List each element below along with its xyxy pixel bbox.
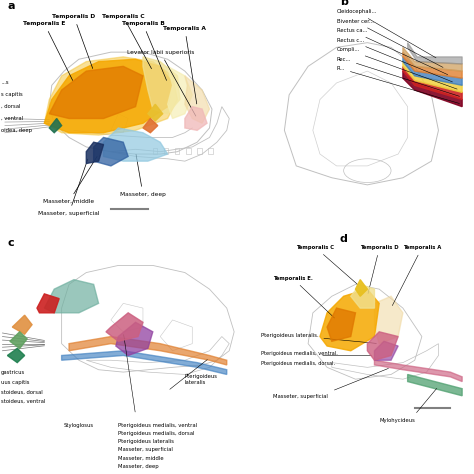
- Text: Rectus c...: Rectus c...: [337, 38, 453, 82]
- Polygon shape: [103, 128, 168, 161]
- Polygon shape: [168, 66, 192, 118]
- Polygon shape: [185, 76, 210, 123]
- Polygon shape: [403, 47, 462, 71]
- Text: Levator labii superioris: Levator labii superioris: [127, 50, 196, 116]
- Text: R...: R...: [337, 66, 459, 103]
- Text: Temporalis E: Temporalis E: [23, 21, 73, 81]
- Text: Pterigoideus medialis, dorsal: Pterigoideus medialis, dorsal: [118, 431, 195, 436]
- Polygon shape: [37, 294, 59, 313]
- Polygon shape: [106, 313, 143, 341]
- Text: Pterigoideus lateralis.: Pterigoideus lateralis.: [261, 333, 376, 343]
- Text: Temporalis C: Temporalis C: [102, 14, 152, 69]
- Polygon shape: [374, 296, 403, 344]
- Polygon shape: [148, 104, 163, 121]
- Text: Temporalis D: Temporalis D: [53, 14, 95, 68]
- Text: Masseter, middle: Masseter, middle: [118, 456, 164, 461]
- Text: Pterigoideus medialis, dorsal.: Pterigoideus medialis, dorsal.: [261, 361, 335, 366]
- Polygon shape: [45, 57, 177, 135]
- Text: Rec...: Rec...: [337, 57, 459, 96]
- Text: Pterigoideus medialis, ventral: Pterigoideus medialis, ventral: [118, 423, 198, 428]
- Polygon shape: [403, 66, 462, 100]
- Text: uus capitis: uus capitis: [1, 380, 30, 385]
- Text: Masseter, deep: Masseter, deep: [120, 155, 166, 197]
- Polygon shape: [62, 351, 227, 374]
- Text: Cleidocephali...: Cleidocephali...: [337, 9, 436, 58]
- Text: b: b: [340, 0, 347, 7]
- Text: oidea, deep: oidea, deep: [1, 128, 32, 133]
- Text: , ventral: , ventral: [1, 116, 23, 121]
- Text: , dorsal: , dorsal: [1, 104, 21, 109]
- Polygon shape: [356, 280, 367, 296]
- Polygon shape: [403, 57, 462, 85]
- Polygon shape: [403, 71, 462, 107]
- Text: gastricus: gastricus: [1, 371, 26, 375]
- Polygon shape: [403, 62, 462, 92]
- Text: Biventer cer...: Biventer cer...: [337, 19, 443, 67]
- Polygon shape: [12, 315, 32, 334]
- Polygon shape: [45, 280, 99, 313]
- Text: Masseter, superficial: Masseter, superficial: [273, 394, 328, 399]
- Polygon shape: [320, 289, 379, 351]
- Text: Pterigoideus medialis, ventral.: Pterigoideus medialis, ventral.: [261, 352, 337, 356]
- Polygon shape: [8, 348, 25, 363]
- Polygon shape: [116, 322, 153, 356]
- Text: Temporalis C: Temporalis C: [296, 245, 358, 285]
- Polygon shape: [143, 57, 180, 114]
- Text: Masseter, superficial: Masseter, superficial: [118, 447, 173, 453]
- Text: Masseter, superficial: Masseter, superficial: [38, 159, 100, 216]
- Polygon shape: [327, 308, 356, 341]
- Polygon shape: [143, 118, 158, 133]
- Text: s capitis: s capitis: [1, 92, 23, 97]
- Text: Temporalis A: Temporalis A: [164, 26, 206, 104]
- Text: c: c: [8, 238, 14, 248]
- Polygon shape: [351, 284, 374, 308]
- Text: ...s: ...s: [1, 81, 9, 85]
- Polygon shape: [94, 137, 128, 166]
- Polygon shape: [374, 341, 398, 360]
- Polygon shape: [408, 374, 462, 396]
- Polygon shape: [374, 360, 462, 382]
- Text: Temporalis B: Temporalis B: [122, 21, 166, 81]
- Polygon shape: [49, 66, 143, 118]
- Text: Temporalis E.: Temporalis E.: [273, 276, 335, 318]
- Polygon shape: [185, 107, 207, 130]
- Polygon shape: [367, 332, 398, 360]
- Polygon shape: [49, 118, 62, 133]
- Text: Temporalis D: Temporalis D: [360, 245, 399, 293]
- Text: Masseter, middle: Masseter, middle: [44, 156, 97, 204]
- Text: Mylohycideus: Mylohycideus: [379, 418, 415, 423]
- Text: Compli...: Compli...: [337, 47, 457, 89]
- Text: stoideus, dorsal: stoideus, dorsal: [1, 390, 43, 394]
- Polygon shape: [86, 142, 103, 164]
- Polygon shape: [10, 332, 27, 348]
- Text: Pterigoideus lateralis: Pterigoideus lateralis: [118, 439, 174, 444]
- Text: Pterigoideus
lateralis: Pterigoideus lateralis: [185, 374, 218, 385]
- Polygon shape: [69, 337, 227, 365]
- Text: a: a: [8, 1, 15, 11]
- Text: d: d: [340, 234, 347, 244]
- Text: Rectus ca...: Rectus ca...: [337, 28, 448, 75]
- Polygon shape: [403, 52, 462, 78]
- Text: stoideus, ventral: stoideus, ventral: [1, 399, 46, 404]
- Text: Temporalis A: Temporalis A: [392, 245, 441, 306]
- Polygon shape: [408, 43, 462, 64]
- Polygon shape: [45, 59, 173, 133]
- Text: Styloglosus: Styloglosus: [64, 423, 94, 428]
- Text: Masseter, deep: Masseter, deep: [118, 464, 159, 469]
